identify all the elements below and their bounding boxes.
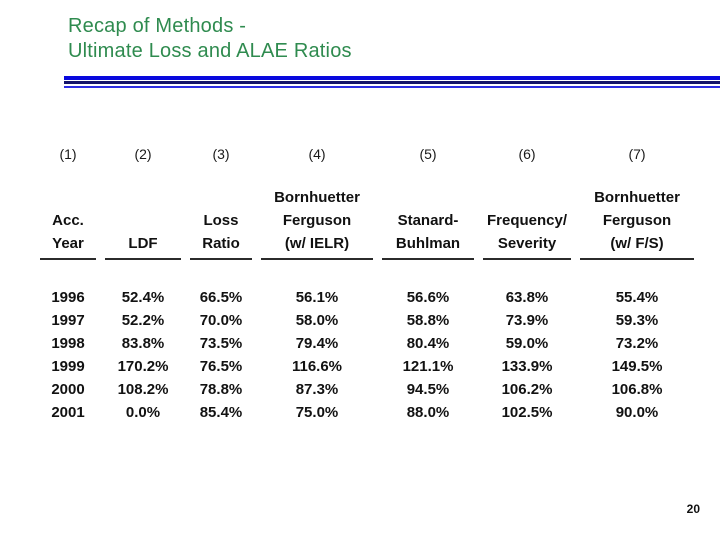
cell-frequency-severity: 59.0% xyxy=(505,335,549,352)
page-number: 20 xyxy=(686,502,700,516)
page-title: Recap of Methods - Ultimate Loss and ALA… xyxy=(68,14,352,64)
cell-ldf: 0.0% xyxy=(125,404,161,421)
cell-loss-ratio: 70.0% xyxy=(199,312,243,329)
header-ldf: LDF xyxy=(105,186,181,260)
cell-frequency-severity: 102.5% xyxy=(501,404,553,421)
column-number-label: (3) xyxy=(212,146,230,162)
cell-ldf: 83.8% xyxy=(121,335,165,352)
title-line-2: Ultimate Loss and ALAE Ratios xyxy=(68,40,352,62)
cell-frequency-severity: 73.9% xyxy=(505,312,549,329)
cell-bf-fs: 149.5% xyxy=(611,358,663,375)
cell-stanard-buhlman: 80.4% xyxy=(406,335,450,352)
cell-ldf: 52.4% xyxy=(121,289,165,306)
column-number-label: (1) xyxy=(59,146,77,162)
cell-year: 2001 xyxy=(51,404,85,421)
cell-bf-fs: 106.8% xyxy=(611,381,663,398)
cell-ldf: 108.2% xyxy=(117,381,169,398)
column-number-label: (6) xyxy=(518,146,536,162)
cell-bf-ielr: 79.4% xyxy=(295,335,339,352)
cell-loss-ratio: 66.5% xyxy=(199,289,243,306)
column-number-label: (4) xyxy=(308,146,326,162)
cell-bf-ielr: 75.0% xyxy=(295,404,339,421)
cell-year: 1999 xyxy=(51,358,85,375)
title-rule xyxy=(64,76,720,88)
header-frequency-severity: Frequency/ Severity xyxy=(483,186,571,260)
cell-bf-fs: 59.3% xyxy=(615,312,659,329)
column-number-label: (5) xyxy=(419,146,437,162)
header-loss-ratio: Loss Ratio xyxy=(190,186,252,260)
cell-year: 1996 xyxy=(51,289,85,306)
cell-loss-ratio: 78.8% xyxy=(199,381,243,398)
cell-bf-ielr: 87.3% xyxy=(295,381,339,398)
title-line-1: Recap of Methods - xyxy=(68,15,247,37)
cell-stanard-buhlman: 58.8% xyxy=(406,312,450,329)
title-rule-navy-line xyxy=(64,81,720,84)
cell-bf-fs: 90.0% xyxy=(615,404,659,421)
cell-bf-fs: 55.4% xyxy=(615,289,659,306)
header-bornhuetter-ferguson-ielr: Bornhuetter Ferguson (w/ IELR) xyxy=(261,186,373,260)
column-number-label: (7) xyxy=(628,146,646,162)
cell-stanard-buhlman: 56.6% xyxy=(406,289,450,306)
header-acc-year: Acc. Year xyxy=(40,186,96,260)
title-rule-thick-line xyxy=(64,76,720,80)
cell-year: 1997 xyxy=(51,312,85,329)
cell-stanard-buhlman: 121.1% xyxy=(402,358,454,375)
cell-frequency-severity: 106.2% xyxy=(501,381,553,398)
column-number-label: (2) xyxy=(134,146,152,162)
cell-stanard-buhlman: 88.0% xyxy=(406,404,450,421)
cell-bf-ielr: 58.0% xyxy=(295,312,339,329)
header-stanard-buhlman: Stanard- Buhlman xyxy=(382,186,474,260)
title-rule-thin-line xyxy=(64,86,720,88)
cell-year: 1998 xyxy=(51,335,85,352)
cell-loss-ratio: 73.5% xyxy=(199,335,243,352)
cell-ldf: 52.2% xyxy=(121,312,165,329)
cell-stanard-buhlman: 94.5% xyxy=(406,381,450,398)
cell-frequency-severity: 63.8% xyxy=(505,289,549,306)
cell-ldf: 170.2% xyxy=(117,358,169,375)
cell-bf-ielr: 116.6% xyxy=(291,358,343,375)
cell-frequency-severity: 133.9% xyxy=(501,358,553,375)
methods-table: (1) (2) (3) (4) (5) (6) (7) Acc. Year LD… xyxy=(40,140,696,424)
header-bornhuetter-ferguson-fs: Bornhuetter Ferguson (w/ F/S) xyxy=(580,186,694,260)
cell-bf-fs: 73.2% xyxy=(615,335,659,352)
cell-loss-ratio: 76.5% xyxy=(199,358,243,375)
cell-bf-ielr: 56.1% xyxy=(295,289,339,306)
cell-year: 2000 xyxy=(51,381,85,398)
cell-loss-ratio: 85.4% xyxy=(199,404,243,421)
